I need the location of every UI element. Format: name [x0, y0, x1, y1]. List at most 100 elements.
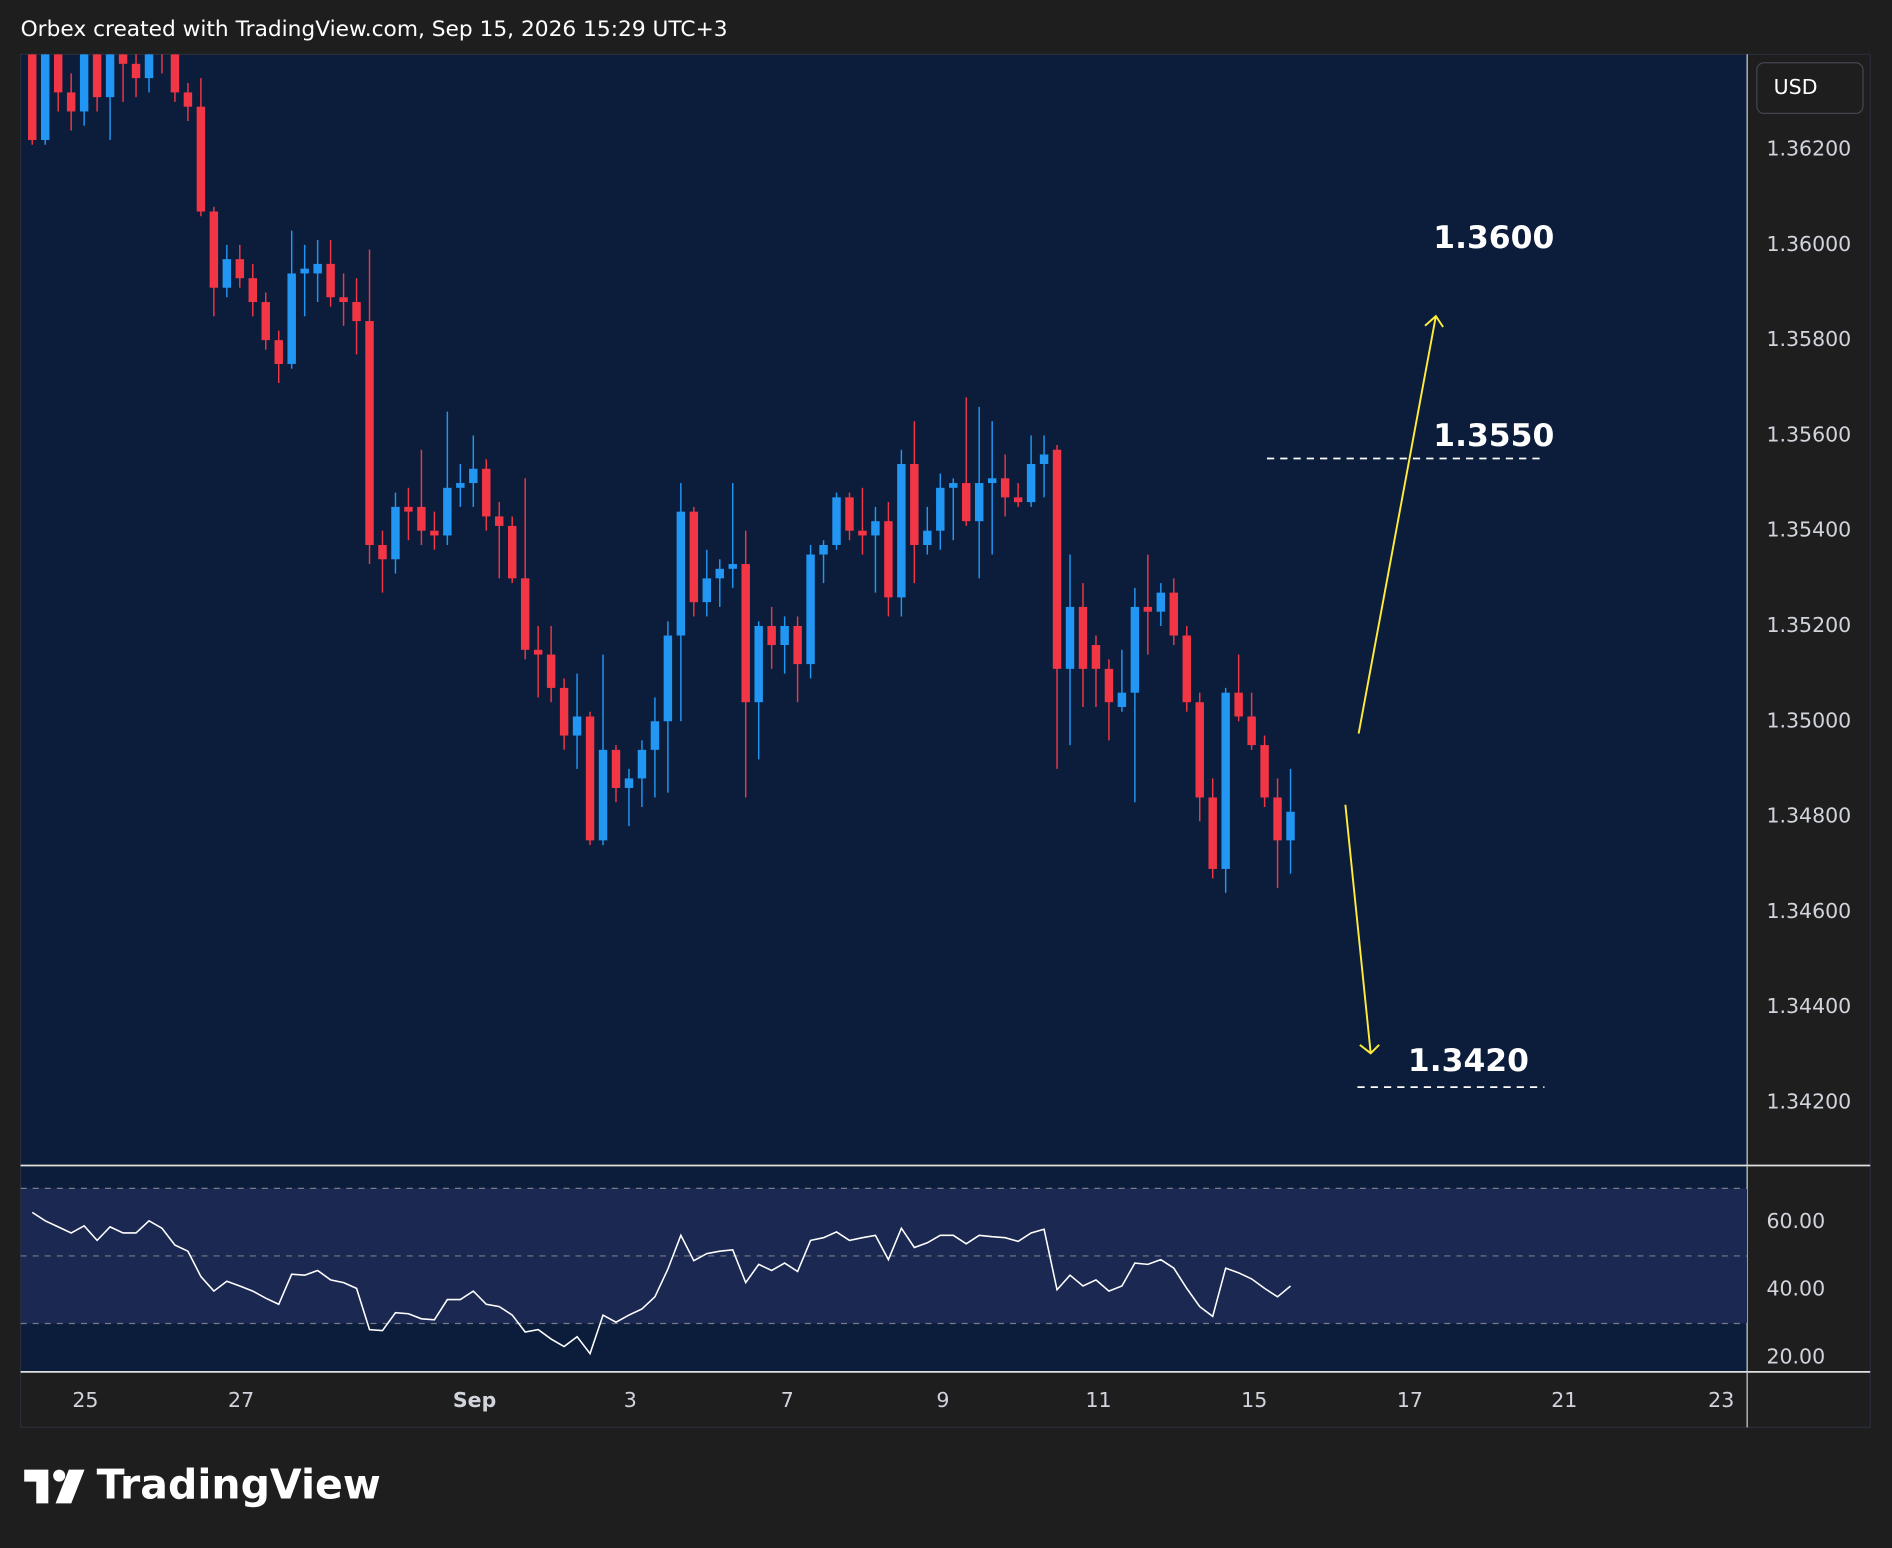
- candle-body: [1234, 692, 1243, 717]
- logo: [53, 1469, 66, 1482]
- candle-body: [689, 511, 699, 603]
- candle-body: [871, 521, 880, 536]
- arrow-up: [1357, 314, 1444, 734]
- y-tick-label: 1.34800: [1766, 804, 1851, 828]
- candle-body: [365, 321, 374, 545]
- candle-body: [41, 54, 50, 141]
- candle-body: [1039, 454, 1049, 465]
- y-tick-label: 1.35200: [1766, 613, 1851, 637]
- candle-body: [352, 302, 361, 322]
- candle-body: [1221, 692, 1230, 869]
- x-tick-label: 11: [1086, 1388, 1112, 1412]
- rsi: [20, 1187, 1748, 1356]
- candle-body: [702, 578, 712, 603]
- candle-body: [92, 54, 102, 98]
- candle-body: [1286, 811, 1295, 841]
- candle-body: [1169, 592, 1179, 636]
- candle-body: [598, 749, 608, 841]
- currency-box[interactable]: [1756, 62, 1864, 115]
- candle-body: [209, 211, 219, 288]
- candle-body: [962, 483, 971, 522]
- rsi-tick-label: 20.00: [1766, 1344, 1825, 1368]
- candle-body: [897, 464, 906, 598]
- frame: [19, 53, 1871, 1428]
- candle-body: [987, 478, 997, 484]
- candle-body: [170, 54, 180, 93]
- candle-body: [1013, 497, 1023, 503]
- candle-body: [637, 749, 647, 779]
- x-tick-label: Sep: [453, 1388, 496, 1412]
- candle-body: [378, 544, 387, 560]
- candle-body: [884, 521, 893, 598]
- candle-body: [196, 106, 206, 212]
- y-tick-label: 1.35000: [1766, 708, 1851, 732]
- y-tick-label: 1.35600: [1766, 422, 1851, 446]
- candle-body: [404, 506, 413, 512]
- candle-body: [858, 530, 867, 536]
- x-tick-label: 3: [624, 1388, 637, 1412]
- candle-body: [572, 716, 582, 736]
- y-tick-label: 1.34600: [1766, 899, 1851, 923]
- candle-body: [585, 716, 595, 841]
- candle-body: [66, 92, 76, 112]
- candle-body: [793, 625, 802, 665]
- annotation: 1.3550: [1433, 418, 1554, 454]
- candle-body: [274, 340, 283, 364]
- candle-body: [287, 273, 296, 364]
- x-tick-label: 21: [1551, 1388, 1577, 1412]
- candle-body: [754, 625, 763, 703]
- candle-body: [507, 525, 517, 579]
- candle-body: [767, 625, 776, 646]
- logo: [55, 1469, 85, 1504]
- candle-body: [1091, 645, 1101, 669]
- candle-body: [1260, 745, 1269, 798]
- candle-body: [845, 497, 854, 531]
- candle-body: [430, 530, 439, 536]
- candles: [28, 54, 1295, 893]
- price-pane: [20, 54, 1748, 1165]
- y-tick-label: 1.36200: [1766, 137, 1851, 161]
- candle-body: [482, 468, 491, 517]
- candle-body: [53, 54, 63, 93]
- x-tick-label: 7: [781, 1388, 794, 1412]
- candle-body: [469, 468, 478, 484]
- candle-body: [520, 578, 530, 650]
- candle-body: [79, 54, 89, 112]
- candle-body: [1000, 478, 1010, 498]
- y-tick-label: 1.35400: [1766, 518, 1851, 542]
- candle-body: [313, 263, 322, 274]
- arrow-down: [1344, 804, 1380, 1055]
- candle-body: [1026, 464, 1036, 503]
- candle-body: [949, 483, 958, 488]
- candle-body: [1247, 716, 1256, 746]
- x-tick-label: 23: [1708, 1388, 1734, 1412]
- candle-body: [650, 721, 660, 750]
- candle-body: [819, 544, 828, 555]
- candle-body: [624, 778, 634, 788]
- candle-body: [1117, 692, 1127, 707]
- candle-body: [611, 749, 621, 788]
- y-tick-label: 1.35800: [1766, 327, 1851, 351]
- candle-body: [261, 302, 270, 341]
- header: Orbex created with TradingView.com, Sep …: [21, 17, 728, 42]
- candle-body: [1143, 606, 1153, 612]
- candle-body: [676, 511, 686, 636]
- currency: USD: [1774, 75, 1818, 99]
- x-tick-label: 9: [936, 1388, 949, 1412]
- candle-body: [663, 635, 673, 722]
- candle-body: [417, 506, 426, 531]
- candle-body: [391, 506, 400, 560]
- candle-body: [546, 654, 556, 688]
- brand: TradingView: [97, 1461, 381, 1509]
- candle-body: [28, 54, 37, 141]
- candle-body: [456, 483, 465, 488]
- logo: [24, 1469, 49, 1504]
- candle-body: [728, 564, 737, 569]
- candle-body: [559, 687, 569, 736]
- candle-body: [105, 54, 115, 98]
- candle-body: [832, 497, 841, 545]
- candle-body: [806, 554, 815, 665]
- candle-body: [1208, 797, 1217, 869]
